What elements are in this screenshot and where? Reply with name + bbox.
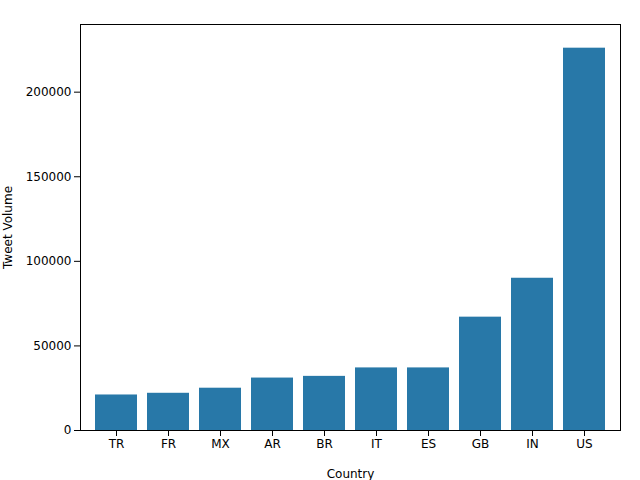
svg-text:MX: MX	[211, 437, 230, 451]
svg-text:150000: 150000	[26, 170, 72, 184]
svg-text:Tweet Volume: Tweet Volume	[1, 186, 15, 270]
svg-text:200000: 200000	[26, 85, 72, 99]
svg-text:50000: 50000	[33, 339, 71, 353]
svg-text:FR: FR	[161, 437, 176, 451]
svg-text:AR: AR	[264, 437, 281, 451]
svg-text:BR: BR	[316, 437, 333, 451]
svg-text:0: 0	[64, 423, 72, 437]
svg-text:IT: IT	[371, 437, 383, 451]
svg-text:TR: TR	[108, 437, 125, 451]
svg-text:100000: 100000	[26, 254, 72, 268]
svg-text:ES: ES	[421, 437, 436, 451]
svg-text:IN: IN	[526, 437, 539, 451]
svg-text:Country: Country	[327, 467, 375, 480]
svg-text:US: US	[576, 437, 592, 451]
svg-text:GB: GB	[472, 437, 490, 451]
